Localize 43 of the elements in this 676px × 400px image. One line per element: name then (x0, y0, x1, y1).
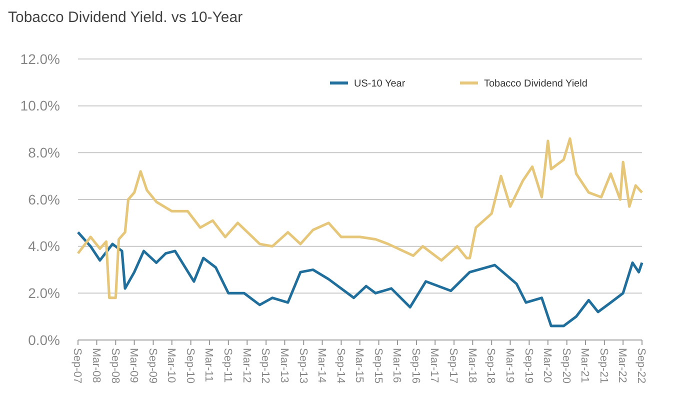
y-tick-label: 0.0% (28, 332, 60, 348)
x-tick-label: Mar-12 (240, 348, 252, 383)
x-tick-label: Mar-22 (616, 348, 628, 383)
y-tick-label: 10.0% (20, 98, 60, 114)
x-tick-label: Mar-20 (541, 348, 554, 383)
x-tick-label: Sep-22 (635, 348, 648, 384)
line-series (76, 137, 644, 300)
x-tick-label: Sep-15 (372, 348, 384, 384)
legend-label: Tobacco Dividend Yield (484, 78, 588, 90)
x-tick-label: Mar-08 (90, 348, 102, 383)
x-tick-label: Sep-17 (447, 348, 460, 384)
x-tick-label: Sep-12 (259, 348, 272, 384)
x-tick-label: Sep-08 (108, 348, 121, 384)
legend-label: US-10 Year (354, 78, 406, 90)
x-tick-label: Sep-21 (598, 348, 610, 384)
chart-title: Tobacco Dividend Yield. vs 10-Year (8, 9, 243, 26)
x-tick-label: Mar-18 (466, 348, 478, 383)
x-tick-label: Mar-10 (165, 348, 178, 383)
x-tick-label: Mar-11 (202, 348, 215, 382)
x-tick-label: Sep-16 (410, 348, 422, 384)
x-tick-label: Mar-09 (127, 348, 140, 383)
x-tick-label: Sep-09 (146, 348, 158, 384)
x-tick-label: Sep-11 (222, 348, 234, 383)
x-tick-label: Sep-10 (184, 348, 196, 384)
y-tick-label: 2.0% (28, 285, 60, 302)
x-tick-label: Sep-19 (522, 348, 534, 384)
x-tick-label: Mar-14 (315, 348, 328, 383)
x-tick-label: Mar-15 (352, 348, 365, 383)
x-tick-label: Mar-16 (390, 348, 403, 383)
x-tick-label: Sep-13 (296, 348, 309, 384)
y-tick-label: 8.0% (28, 144, 60, 161)
y-tick-label: 12.0% (20, 50, 60, 67)
x-tick-label: Sep-20 (560, 348, 572, 384)
x-tick-label: Mar-17 (428, 348, 440, 383)
x-tick-label: Sep-14 (334, 348, 346, 384)
x-tick-label: Mar-13 (278, 348, 290, 383)
line-series (76, 230, 644, 328)
y-tick-label: 6.0% (28, 191, 60, 208)
y-tick-label: 4.0% (28, 238, 60, 254)
x-tick-label: Mar-21 (578, 348, 591, 383)
x-tick-label: Mar-19 (503, 348, 516, 383)
x-tick-label: Sep-07 (71, 348, 84, 384)
x-tick-label: Sep-18 (484, 348, 497, 384)
